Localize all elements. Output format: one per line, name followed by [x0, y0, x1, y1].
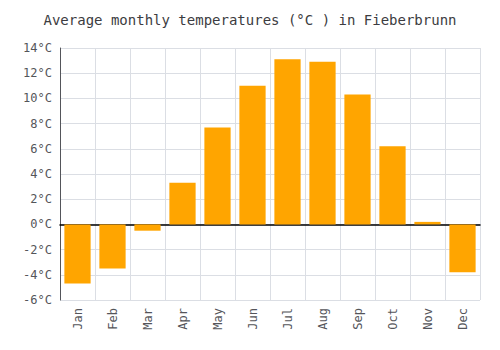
svg-text:Oct: Oct [386, 308, 400, 330]
svg-text:2°C: 2°C [30, 192, 52, 206]
svg-text:Jan: Jan [71, 308, 85, 330]
svg-text:-4°C: -4°C [23, 268, 52, 282]
svg-text:-6°C: -6°C [23, 293, 52, 307]
svg-text:Sep: Sep [351, 308, 365, 330]
svg-text:6°C: 6°C [30, 142, 52, 156]
svg-text:May: May [211, 308, 225, 330]
svg-text:0°C: 0°C [30, 217, 52, 231]
svg-text:Jun: Jun [246, 308, 260, 330]
svg-text:Nov: Nov [421, 308, 435, 330]
svg-text:Aug: Aug [316, 308, 330, 330]
svg-text:-2°C: -2°C [23, 243, 52, 257]
svg-text:14°C: 14°C [23, 41, 52, 55]
svg-text:Average monthly temperatures (: Average monthly temperatures (°C ) in Fi… [43, 12, 456, 28]
svg-text:4°C: 4°C [30, 167, 52, 181]
svg-text:Mar: Mar [141, 308, 155, 330]
svg-text:8°C: 8°C [30, 117, 52, 131]
svg-text:12°C: 12°C [23, 66, 52, 80]
svg-text:Feb: Feb [106, 308, 120, 330]
svg-text:Jul: Jul [281, 308, 295, 330]
svg-text:Apr: Apr [176, 308, 190, 330]
svg-text:10°C: 10°C [23, 91, 52, 105]
svg-text:Dec: Dec [456, 308, 470, 330]
